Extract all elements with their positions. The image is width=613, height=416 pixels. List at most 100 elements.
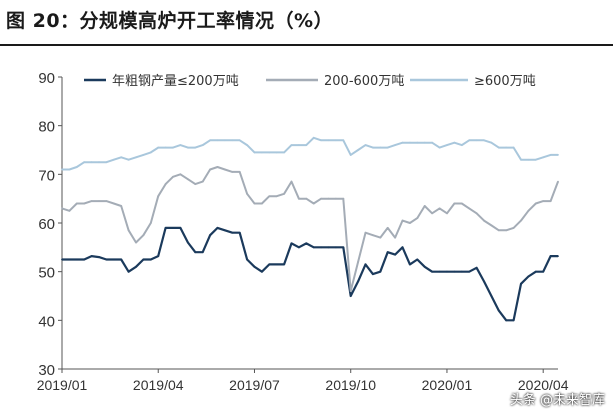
data-point-mid <box>490 224 493 227</box>
data-point-small <box>475 266 478 269</box>
data-point-mid <box>431 212 434 215</box>
y-tick-label: 30 <box>38 362 55 379</box>
data-point-large <box>534 158 537 161</box>
data-point-large <box>68 168 71 171</box>
data-point-large <box>549 153 552 156</box>
data-point-small <box>90 255 93 257</box>
data-point-small <box>253 265 256 268</box>
y-tick-label: 40 <box>38 313 55 330</box>
data-point-large <box>497 146 500 149</box>
data-point-large <box>112 158 115 161</box>
data-point-large <box>209 139 211 142</box>
data-point-mid <box>127 229 130 232</box>
y-tick-label: 90 <box>38 70 55 87</box>
data-point-mid <box>253 202 256 205</box>
data-point-mid <box>179 173 182 176</box>
data-point-mid <box>409 222 411 224</box>
data-point-large <box>327 139 330 142</box>
data-point-large <box>194 146 197 149</box>
data-point-small <box>312 246 315 249</box>
data-point-mid <box>483 219 485 222</box>
data-point-large <box>320 139 323 142</box>
data-point-large <box>446 144 448 147</box>
data-point-mid <box>98 200 100 203</box>
data-point-small <box>238 231 241 234</box>
data-point-large <box>357 149 360 151</box>
data-point-large <box>542 156 545 159</box>
y-tick-label: 50 <box>38 265 55 282</box>
data-point-large <box>135 156 137 159</box>
data-point-mid <box>386 226 389 229</box>
data-point-large <box>483 139 485 142</box>
data-point-large <box>238 139 241 142</box>
data-point-small <box>297 246 300 249</box>
data-point-small <box>520 282 522 285</box>
data-point-small <box>112 258 115 261</box>
data-point-large <box>364 144 367 147</box>
data-point-mid <box>283 192 285 195</box>
data-point-mid <box>90 200 93 203</box>
data-point-large <box>223 139 226 142</box>
x-tick-label: 2020/04 <box>518 377 569 393</box>
data-point-small <box>416 258 419 261</box>
data-point-large <box>157 146 160 149</box>
data-point-mid <box>438 207 441 210</box>
data-point-small <box>231 231 234 234</box>
data-point-small <box>327 246 330 249</box>
data-point-small <box>194 251 197 254</box>
data-point-mid <box>246 192 248 195</box>
data-point-large <box>527 158 530 161</box>
data-point-large <box>268 151 271 154</box>
data-point-mid <box>305 197 308 200</box>
data-point-small <box>320 246 323 249</box>
data-point-mid <box>231 171 234 173</box>
data-point-mid <box>149 222 152 224</box>
data-point-small <box>490 295 493 297</box>
data-point-small <box>557 255 559 257</box>
data-point-small <box>446 270 448 273</box>
data-point-small <box>468 270 471 273</box>
data-point-small <box>460 270 463 273</box>
data-point-small <box>372 273 374 275</box>
data-point-mid <box>416 217 419 220</box>
data-point-small <box>83 258 86 261</box>
data-point-small <box>364 263 367 266</box>
data-point-small <box>283 263 285 266</box>
data-point-small <box>135 265 137 268</box>
data-point-mid <box>61 207 63 210</box>
data-point-large <box>505 146 508 149</box>
data-point-large <box>431 141 434 144</box>
data-point-mid <box>223 168 226 171</box>
data-point-mid <box>557 180 559 183</box>
data-point-small <box>275 263 278 266</box>
data-point-mid <box>379 236 382 239</box>
data-point-mid <box>446 212 448 215</box>
data-point-small <box>75 258 78 261</box>
data-point-mid <box>349 290 352 293</box>
data-point-small <box>216 226 219 229</box>
data-point-large <box>312 136 315 139</box>
legend-label-small: 年粗钢产量≤200万吨 <box>112 74 239 89</box>
data-point-small <box>431 270 434 273</box>
chart-title: 图 20：分规模高炉开工率情况（%） <box>6 10 334 32</box>
data-point-small <box>549 255 552 257</box>
data-point-small <box>497 309 500 312</box>
data-point-large <box>142 153 145 156</box>
data-point-mid <box>142 234 145 237</box>
data-point-mid <box>312 202 315 205</box>
data-point-small <box>172 226 174 229</box>
data-point-small <box>260 270 263 273</box>
data-point-large <box>149 151 152 154</box>
x-tick-label: 2020/01 <box>422 377 473 393</box>
data-point-large <box>260 151 263 154</box>
data-point-large <box>120 156 123 159</box>
data-point-large <box>201 144 204 147</box>
data-point-large <box>416 141 419 144</box>
data-point-large <box>179 144 182 147</box>
data-point-small <box>209 234 211 237</box>
data-point-mid <box>186 178 189 181</box>
data-point-small <box>157 255 160 257</box>
data-point-small <box>357 280 360 283</box>
data-point-mid <box>542 200 545 203</box>
data-point-small <box>409 263 411 266</box>
